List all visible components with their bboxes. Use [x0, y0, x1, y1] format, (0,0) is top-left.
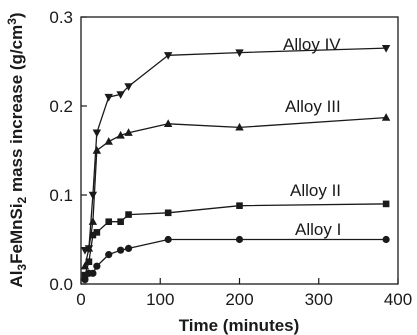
y-axis-title-part: mass increase (g/cm: [7, 25, 26, 197]
data-point-alloy-iv: [88, 191, 98, 200]
data-point-alloy-ii: [125, 211, 132, 218]
data-point-alloy-iv: [92, 129, 102, 138]
data-point-alloy-i: [164, 235, 172, 244]
y-axis-title-part: Al: [7, 271, 26, 288]
data-point-alloy-i: [382, 235, 390, 244]
data-point-alloy-i: [124, 244, 133, 252]
data-point-alloy-iv: [163, 52, 173, 60]
data-point-alloy-i: [89, 269, 97, 277]
data-point-alloy-iii: [116, 130, 125, 139]
series-label-alloy-i: Alloy I: [295, 220, 341, 239]
data-point-alloy-i: [93, 262, 101, 270]
x-tick-label: 400: [384, 290, 412, 309]
x-tick-label: 200: [225, 290, 253, 309]
x-axis-title: Time (minutes): [179, 316, 300, 335]
data-point-alloy-iv: [116, 91, 125, 99]
data-point-alloy-iv: [124, 83, 133, 91]
y-axis-title-part: 2: [15, 196, 29, 203]
data-point-alloy-iii: [381, 113, 391, 121]
data-point-alloy-ii: [85, 258, 93, 266]
data-point-alloy-iii: [104, 137, 113, 145]
series-markers: [80, 44, 391, 284]
data-point-alloy-iv: [104, 93, 113, 102]
data-point-alloy-iv: [84, 245, 94, 253]
y-tick-label: 0.2: [49, 97, 73, 116]
data-point-alloy-ii: [382, 200, 390, 208]
y-axis-title-part: 3: [15, 264, 29, 271]
y-axis-title-part: FeMnSi: [7, 203, 26, 263]
data-point-alloy-iii: [124, 128, 133, 136]
series-label-alloy-ii: Alloy II: [290, 181, 341, 200]
data-point-alloy-ii: [117, 218, 124, 225]
x-tick-label: 0: [76, 290, 85, 309]
data-point-alloy-ii: [81, 271, 89, 279]
series-label-alloy-iv: Alloy IV: [283, 35, 341, 54]
data-point-alloy-iii: [80, 261, 90, 270]
y-tick-label: 0.3: [49, 8, 73, 27]
y-axis-title-part: 3: [5, 18, 19, 25]
data-point-alloy-iii: [163, 119, 173, 127]
data-point-alloy-iii: [92, 146, 102, 154]
data-point-alloy-ii: [93, 229, 101, 236]
data-point-alloy-iv: [381, 44, 391, 53]
data-point-alloy-iii: [88, 217, 98, 225]
axis-ticks: 0 100 200 300 400 0.0 0.1 0.2 0.3: [49, 8, 412, 309]
y-axis-title: Al3FeMnSi2 mass increase (g/cm3): [5, 12, 29, 287]
data-point-alloy-ii: [236, 202, 243, 209]
data-point-alloy-iv: [235, 49, 244, 58]
data-point-alloy-ii: [105, 218, 113, 225]
y-axis-title-part: ): [7, 12, 26, 18]
data-point-alloy-i: [117, 246, 125, 254]
series-label-alloy-iii: Alloy III: [285, 97, 341, 116]
data-point-alloy-i: [105, 251, 113, 259]
x-tick-label: 300: [305, 290, 333, 309]
data-point-alloy-ii: [89, 231, 97, 239]
series-lines: [84, 47, 387, 280]
data-point-alloy-i: [235, 235, 244, 244]
y-tick-label: 0.1: [49, 186, 73, 205]
x-tick-label: 100: [146, 290, 174, 309]
y-tick-label: 0.0: [49, 275, 73, 294]
data-point-alloy-ii: [164, 209, 172, 217]
data-point-alloy-iii: [235, 122, 244, 131]
